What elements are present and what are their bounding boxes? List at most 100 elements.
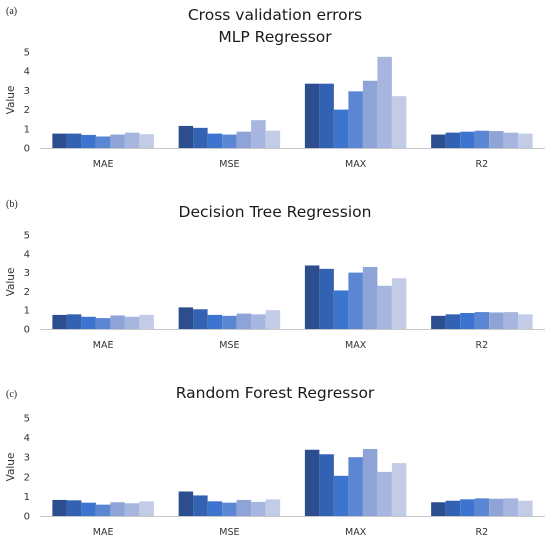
bar-mae-series-7 [139,314,154,329]
y-tick-label: 4 [24,433,30,444]
bar-max-series-7 [391,278,407,329]
bar-r2-series-1 [431,134,446,148]
x-category-label: MAE [93,527,114,538]
bar-r2-series-6 [503,312,519,329]
bar-mae-series-3 [81,134,96,148]
bar-mse-series-2 [193,495,208,516]
y-tick-label: 1 [24,124,30,135]
bar-mae-series-3 [81,502,96,516]
bar-mse-series-3 [207,314,223,329]
chart-title: Cross validation errors [188,6,362,24]
bar-mae-series-6 [124,132,140,148]
bar-r2-series-2 [445,314,461,329]
bar-mae-series-5 [110,134,125,148]
bar-mse-series-5 [236,499,252,516]
bar-mae-series-5 [110,502,125,516]
y-tick-label: 0 [24,325,30,336]
bar-mse-series-5 [236,313,252,329]
x-category-label: MSE [219,527,239,538]
bar-mse-series-6 [251,314,266,329]
bar-mse-series-6 [251,120,266,148]
bar-mae-series-7 [139,134,154,148]
panel-letter: (c) [6,389,17,400]
bar-mse-series-3 [207,501,223,516]
bar-max-series-5 [362,448,378,516]
bar-mae-series-1 [52,314,67,329]
bar-r2-series-3 [460,131,475,148]
bar-mae-series-4 [95,318,111,329]
bar-max-series-6 [377,56,392,148]
y-axis-label: Value [5,453,17,482]
x-category-label: MAE [93,340,114,351]
bar-max-series-6 [377,285,392,329]
bar-mae-series-2 [66,133,82,148]
y-tick-label: 5 [24,48,30,59]
bar-mae-series-3 [81,316,96,329]
bar-r2-series-7 [518,314,533,329]
y-tick-label: 2 [24,472,30,483]
bar-max-series-3 [333,475,349,516]
bar-mse-series-4 [222,502,237,516]
y-tick-label: 4 [24,67,30,78]
bar-mae-series-6 [124,503,140,516]
bar-r2-series-7 [518,133,533,148]
panel-letter: (b) [6,199,18,210]
bar-max-series-3 [333,290,349,329]
x-category-label: R2 [476,527,489,538]
bar-mae-series-4 [95,136,111,148]
panel-letter: (a) [6,6,17,17]
bar-mae-series-2 [66,314,82,329]
bar-max-series-6 [377,471,392,516]
bar-mae-series-2 [66,500,82,516]
bar-mse-series-3 [207,133,223,148]
bar-r2-series-7 [518,500,533,516]
bar-max-series-4 [348,457,363,516]
bar-mse-series-1 [178,491,194,516]
y-tick-label: 1 [24,492,30,503]
y-tick-label: 2 [24,105,30,116]
bar-r2-series-4 [474,130,490,148]
chart-panel-2: (c) Random Forest Regressor 0 1 2 3 4 5 Value MAE… [5,384,545,538]
bar-r2-series-5 [489,131,504,148]
bar-r2-series-2 [445,500,461,516]
x-category-label: MAE [93,159,114,170]
y-tick-label: 3 [24,453,30,464]
bar-max-series-3 [333,109,349,148]
bar-max-series-7 [391,96,407,148]
y-tick-label: 4 [24,249,30,260]
bar-r2-series-4 [474,498,490,516]
y-tick-label: 0 [24,144,30,155]
bar-max-series-2 [319,83,334,148]
bar-mse-series-2 [193,127,208,148]
bar-mae-series-5 [110,315,125,329]
chart-title: Random Forest Regressor [176,384,375,402]
x-category-label: MAX [345,159,367,170]
bar-mae-series-6 [124,316,140,329]
bar-mse-series-1 [178,125,194,148]
x-category-label: MAX [345,527,367,538]
bar-r2-series-2 [445,132,461,148]
bar-r2-series-5 [489,498,504,516]
bar-r2-series-4 [474,312,490,329]
bar-max-series-4 [348,91,363,148]
bar-mae-series-4 [95,504,111,516]
bar-r2-series-1 [431,315,446,329]
bar-r2-series-1 [431,502,446,516]
y-tick-label: 3 [24,268,30,279]
bar-mse-series-7 [265,310,281,329]
bar-max-series-2 [319,268,334,329]
bar-max-series-1 [304,83,320,148]
bar-mse-series-2 [193,309,208,329]
bar-r2-series-3 [460,499,475,516]
x-category-label: MSE [219,159,239,170]
x-category-label: MAX [345,340,367,351]
y-axis-label: Value [5,268,17,297]
bar-r2-series-3 [460,313,475,329]
bar-max-series-7 [391,463,407,516]
bar-mse-series-5 [236,131,252,148]
bar-mae-series-1 [52,499,67,516]
bar-mae-series-1 [52,133,67,148]
bar-mae-series-7 [139,501,154,516]
bar-max-series-4 [348,272,363,329]
